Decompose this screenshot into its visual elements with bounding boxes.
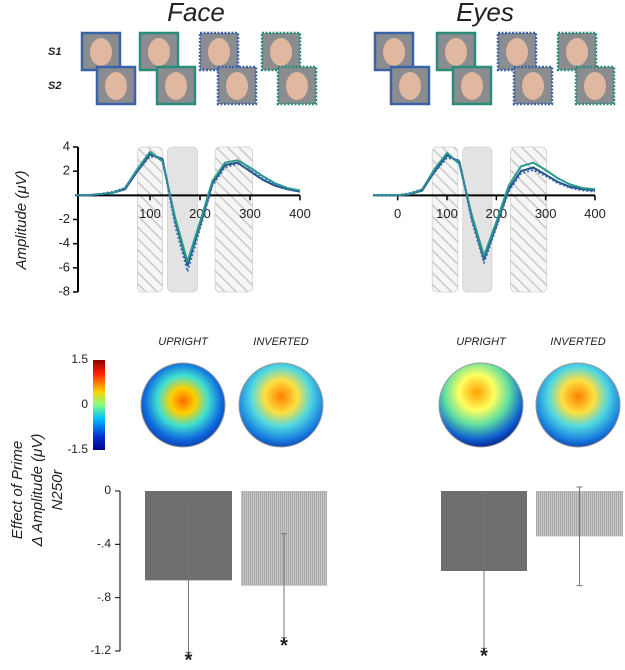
erp-line <box>75 150 301 263</box>
x-tick-label: 100 <box>139 206 161 221</box>
stimulus-face <box>270 38 292 66</box>
topomaps <box>93 360 621 450</box>
y-axis-label: N250r <box>49 469 66 511</box>
x-tick-label: 200 <box>485 206 507 221</box>
row-label: S1 <box>48 46 61 58</box>
stimulus-face <box>208 38 230 66</box>
y-axis-label: Δ Amplitude (μV) <box>29 434 46 548</box>
y-tick-label: 0 <box>104 483 111 497</box>
stimulus-face <box>461 72 483 100</box>
condition-label: INVERTED <box>550 336 605 348</box>
y-tick-label: -8 <box>58 283 70 298</box>
time-window <box>431 146 459 293</box>
y-tick-label: -6 <box>58 259 70 274</box>
stimulus-face <box>226 72 248 100</box>
erp-line <box>373 157 596 264</box>
topomap <box>535 362 621 448</box>
colorbar-tick-label: 0 <box>81 397 88 411</box>
significance-marker: * <box>185 650 193 665</box>
topomap <box>238 362 324 448</box>
condition-label: UPRIGHT <box>158 336 209 348</box>
x-tick-label: 400 <box>289 206 311 221</box>
stimulus-face <box>148 38 170 66</box>
colorbar-tick-label: -1.5 <box>67 442 88 456</box>
y-tick-label: -1.2 <box>90 643 111 657</box>
y-axis-label: Amplitude (μV) <box>13 170 30 270</box>
y-tick-label: -2 <box>58 211 70 226</box>
stimulus-face <box>383 38 405 66</box>
x-tick-label: 300 <box>535 206 557 221</box>
row-label: S2 <box>48 80 61 92</box>
stimulus-face <box>90 38 112 66</box>
stimulus-face <box>584 72 606 100</box>
erp-line <box>373 152 596 257</box>
significance-marker: * <box>480 646 488 665</box>
stimulus-face <box>399 72 421 100</box>
x-tick-label: 100 <box>436 206 458 221</box>
stimulus-face <box>566 38 588 66</box>
stimulus-face <box>506 38 528 66</box>
y-tick-label: 4 <box>63 138 70 153</box>
colorbar <box>93 360 105 450</box>
panel-title: Face <box>167 0 225 27</box>
time-window <box>137 146 163 293</box>
topomap <box>438 362 524 448</box>
significance-marker: * <box>280 635 288 657</box>
stimulus-images <box>80 31 616 106</box>
y-tick-label: -4 <box>58 235 70 250</box>
condition-label: INVERTED <box>253 336 308 348</box>
panel-title: Eyes <box>456 0 514 27</box>
time-window <box>214 146 253 293</box>
stimulus-face <box>105 72 127 100</box>
stimulus-face <box>286 72 308 100</box>
y-tick-label: 2 <box>63 163 70 178</box>
y-axis-label: Effect of Prime <box>9 441 26 539</box>
stimulus-face <box>165 72 187 100</box>
x-tick-label: 400 <box>584 206 606 221</box>
time-window <box>510 146 548 293</box>
erp-line <box>75 155 301 273</box>
y-tick-label: -.4 <box>97 537 111 551</box>
stimulus-face <box>522 72 544 100</box>
x-tick-label: 300 <box>239 206 261 221</box>
y-tick-label: -.8 <box>97 590 111 604</box>
topomap <box>140 362 226 448</box>
stimulus-face <box>445 38 467 66</box>
colorbar-tick-label: 1.5 <box>71 352 88 366</box>
x-tick-label: 0 <box>394 206 401 221</box>
condition-label: UPRIGHT <box>456 336 507 348</box>
